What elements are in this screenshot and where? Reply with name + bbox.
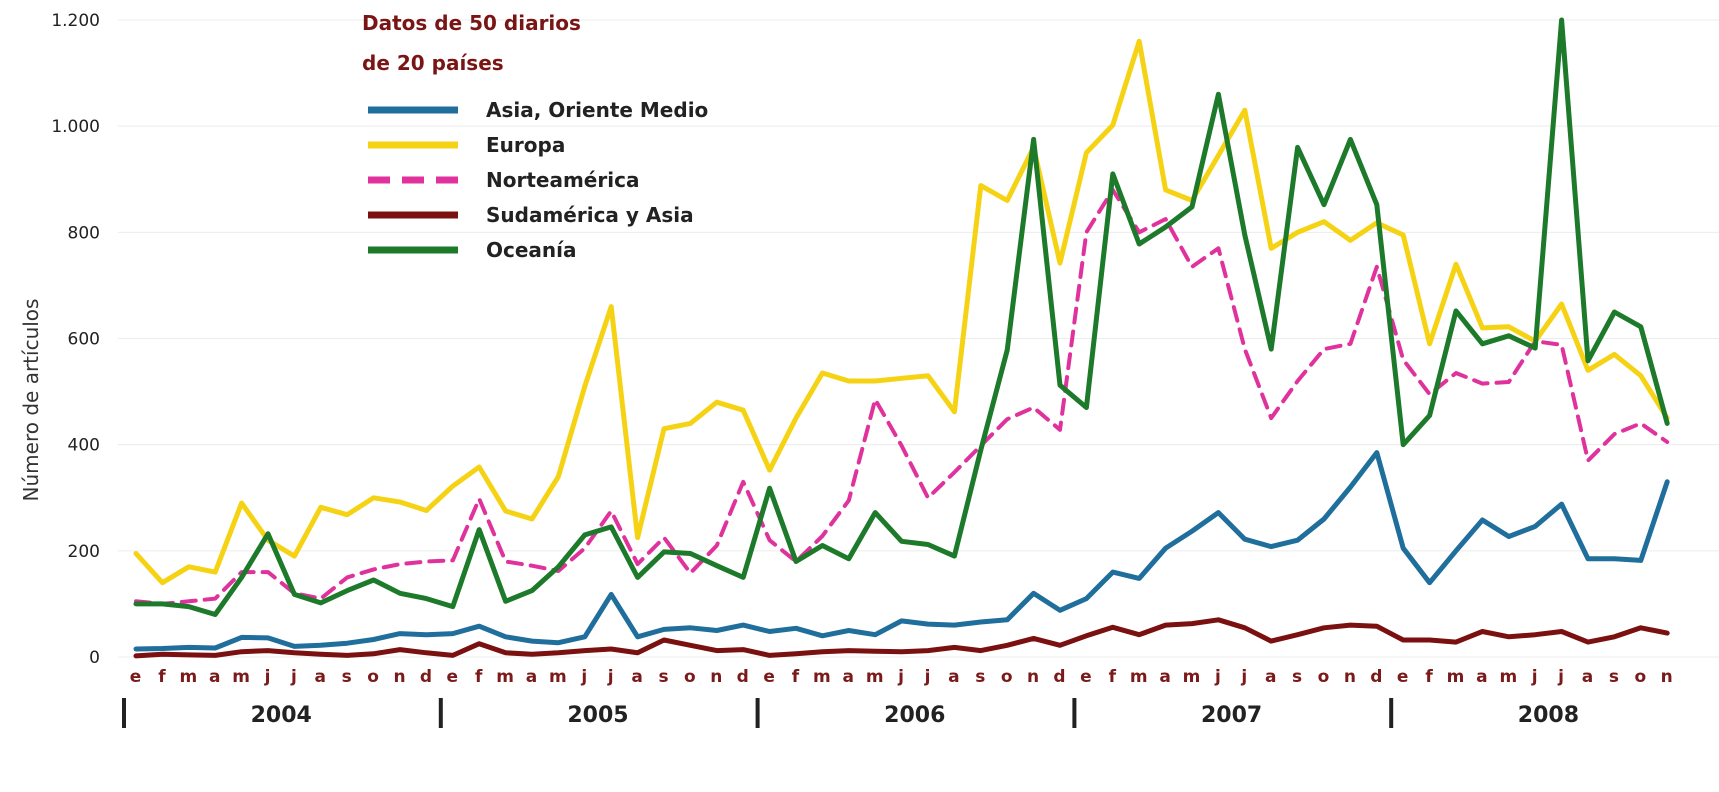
y-tick-label: 1.000 bbox=[51, 117, 100, 137]
x-tick-label: j bbox=[264, 667, 272, 687]
x-tick-label: d bbox=[1370, 667, 1383, 687]
x-tick-label: a bbox=[1265, 667, 1277, 687]
x-tick-label: j bbox=[580, 667, 588, 687]
x-tick-label: s bbox=[658, 667, 669, 687]
x-tick-label: j bbox=[1240, 667, 1248, 687]
x-tick-label: f bbox=[1109, 667, 1117, 687]
x-tick-label: a bbox=[209, 667, 221, 687]
x-tick-label: e bbox=[130, 667, 143, 687]
x-tick-label: m bbox=[496, 667, 515, 687]
x-tick-label: e bbox=[1397, 667, 1410, 687]
x-tick-label: o bbox=[684, 667, 697, 687]
x-tick-label: s bbox=[342, 667, 353, 687]
grid-lines bbox=[118, 19, 1719, 658]
year-label: 2007 bbox=[1201, 703, 1262, 728]
y-tick-label: 1.200 bbox=[51, 11, 100, 31]
x-tick-label: n bbox=[1661, 667, 1674, 687]
year-label: 2008 bbox=[1518, 703, 1579, 728]
x-tick-label: n bbox=[1344, 667, 1357, 687]
series-line-asia-oriente-medio bbox=[133, 450, 1670, 652]
x-tick-label: m bbox=[866, 667, 885, 687]
x-tick-label: j bbox=[290, 667, 298, 687]
x-tick-label: n bbox=[1027, 667, 1040, 687]
y-axis-ticks: 0 200 400 600 800 1.000 1.200 bbox=[51, 11, 100, 668]
x-tick-label: n bbox=[393, 667, 406, 687]
legend-title-line-2: de 20 países bbox=[362, 51, 504, 75]
x-tick-label: a bbox=[843, 667, 855, 687]
legend-label: Sudamérica y Asia bbox=[486, 203, 694, 227]
x-tick-label: e bbox=[1080, 667, 1093, 687]
x-tick-label: s bbox=[1292, 667, 1303, 687]
legend-label: Oceanía bbox=[486, 238, 577, 262]
x-tick-label: o bbox=[367, 667, 380, 687]
series-line-sudamérica-y-asia bbox=[133, 617, 1670, 659]
x-tick-label: f bbox=[792, 667, 800, 687]
x-tick-label: m bbox=[813, 667, 832, 687]
legend-title-line-1: Datos de 50 diarios bbox=[362, 11, 581, 35]
series-line-norteamérica bbox=[134, 187, 1670, 606]
x-tick-label: m bbox=[232, 667, 251, 687]
y-tick-label: 400 bbox=[68, 436, 100, 456]
x-tick-label: o bbox=[1318, 667, 1331, 687]
x-tick-label: n bbox=[710, 667, 723, 687]
legend-label: Norteamérica bbox=[486, 168, 639, 192]
x-tick-label: s bbox=[975, 667, 986, 687]
x-tick-label: j bbox=[897, 667, 905, 687]
x-tick-label: o bbox=[1634, 667, 1647, 687]
x-tick-label: f bbox=[475, 667, 483, 687]
x-tick-label: m bbox=[549, 667, 568, 687]
x-tick-label: m bbox=[179, 667, 198, 687]
x-tick-label: a bbox=[631, 667, 643, 687]
series-line-oceanía bbox=[133, 17, 1670, 617]
x-tick-label: m bbox=[1130, 667, 1149, 687]
x-tick-label: j bbox=[1531, 667, 1539, 687]
legend-label: Asia, Oriente Medio bbox=[486, 98, 708, 122]
x-tick-label: j bbox=[1214, 667, 1222, 687]
legend: Datos de 50 diarios de 20 países Asia, O… bbox=[362, 11, 708, 262]
y-tick-label: 200 bbox=[68, 542, 100, 562]
y-axis-label: Número de artículos bbox=[19, 299, 43, 502]
y-tick-label: 600 bbox=[68, 330, 100, 350]
y-tick-label: 0 bbox=[89, 648, 100, 668]
x-tick-label: s bbox=[1609, 667, 1620, 687]
x-tick-label: m bbox=[1447, 667, 1466, 687]
year-label: 2004 bbox=[251, 703, 312, 728]
x-tick-label: d bbox=[420, 667, 433, 687]
x-tick-label: a bbox=[1159, 667, 1171, 687]
x-tick-label: m bbox=[1499, 667, 1518, 687]
series-lines bbox=[133, 17, 1670, 659]
x-tick-label: a bbox=[1582, 667, 1594, 687]
x-tick-label: a bbox=[315, 667, 327, 687]
x-tick-label: j bbox=[1557, 667, 1565, 687]
year-label: 2005 bbox=[567, 703, 628, 728]
x-tick-label: o bbox=[1001, 667, 1014, 687]
year-label: 2006 bbox=[884, 703, 945, 728]
x-tick-label: j bbox=[924, 667, 932, 687]
x-tick-label: e bbox=[763, 667, 776, 687]
y-tick-label: 800 bbox=[68, 223, 100, 243]
x-tick-label: e bbox=[447, 667, 460, 687]
x-tick-label: d bbox=[737, 667, 750, 687]
x-tick-label: a bbox=[948, 667, 960, 687]
x-tick-label: d bbox=[1053, 667, 1066, 687]
x-tick-label: f bbox=[158, 667, 166, 687]
x-tick-label: a bbox=[1476, 667, 1488, 687]
x-tick-label: a bbox=[526, 667, 538, 687]
series-line-europa bbox=[133, 38, 1670, 586]
legend-label: Europa bbox=[486, 133, 565, 157]
x-tick-label: m bbox=[1183, 667, 1202, 687]
x-tick-label: f bbox=[1425, 667, 1433, 687]
x-tick-label: j bbox=[607, 667, 615, 687]
